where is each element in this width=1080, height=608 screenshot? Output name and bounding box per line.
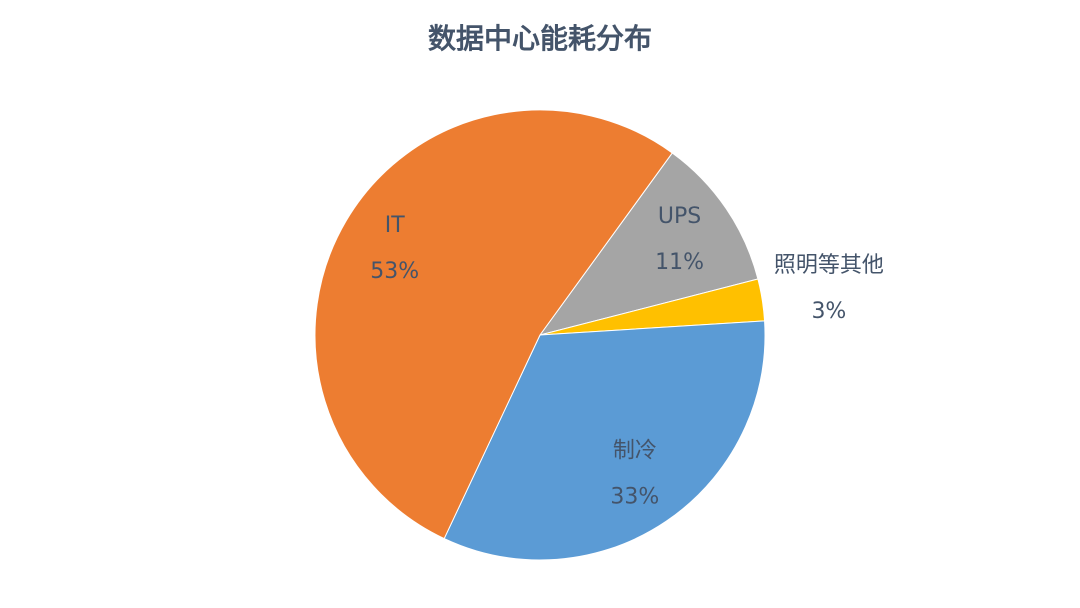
- slice-label: IT: [385, 213, 405, 238]
- slice-label: 照明等其他: [774, 253, 884, 278]
- value-label: 11%: [655, 250, 704, 275]
- pie-slice: [314, 109, 673, 540]
- chart-title: 数据中心能耗分布: [428, 22, 652, 55]
- value-label: 33%: [610, 485, 659, 510]
- pie-slice: [538, 152, 759, 336]
- value-label: 53%: [370, 259, 419, 284]
- slice-label: 制冷: [613, 439, 657, 464]
- value-label: 3%: [811, 299, 846, 324]
- slice-label: UPS: [658, 204, 701, 229]
- pie-slice: [443, 320, 766, 561]
